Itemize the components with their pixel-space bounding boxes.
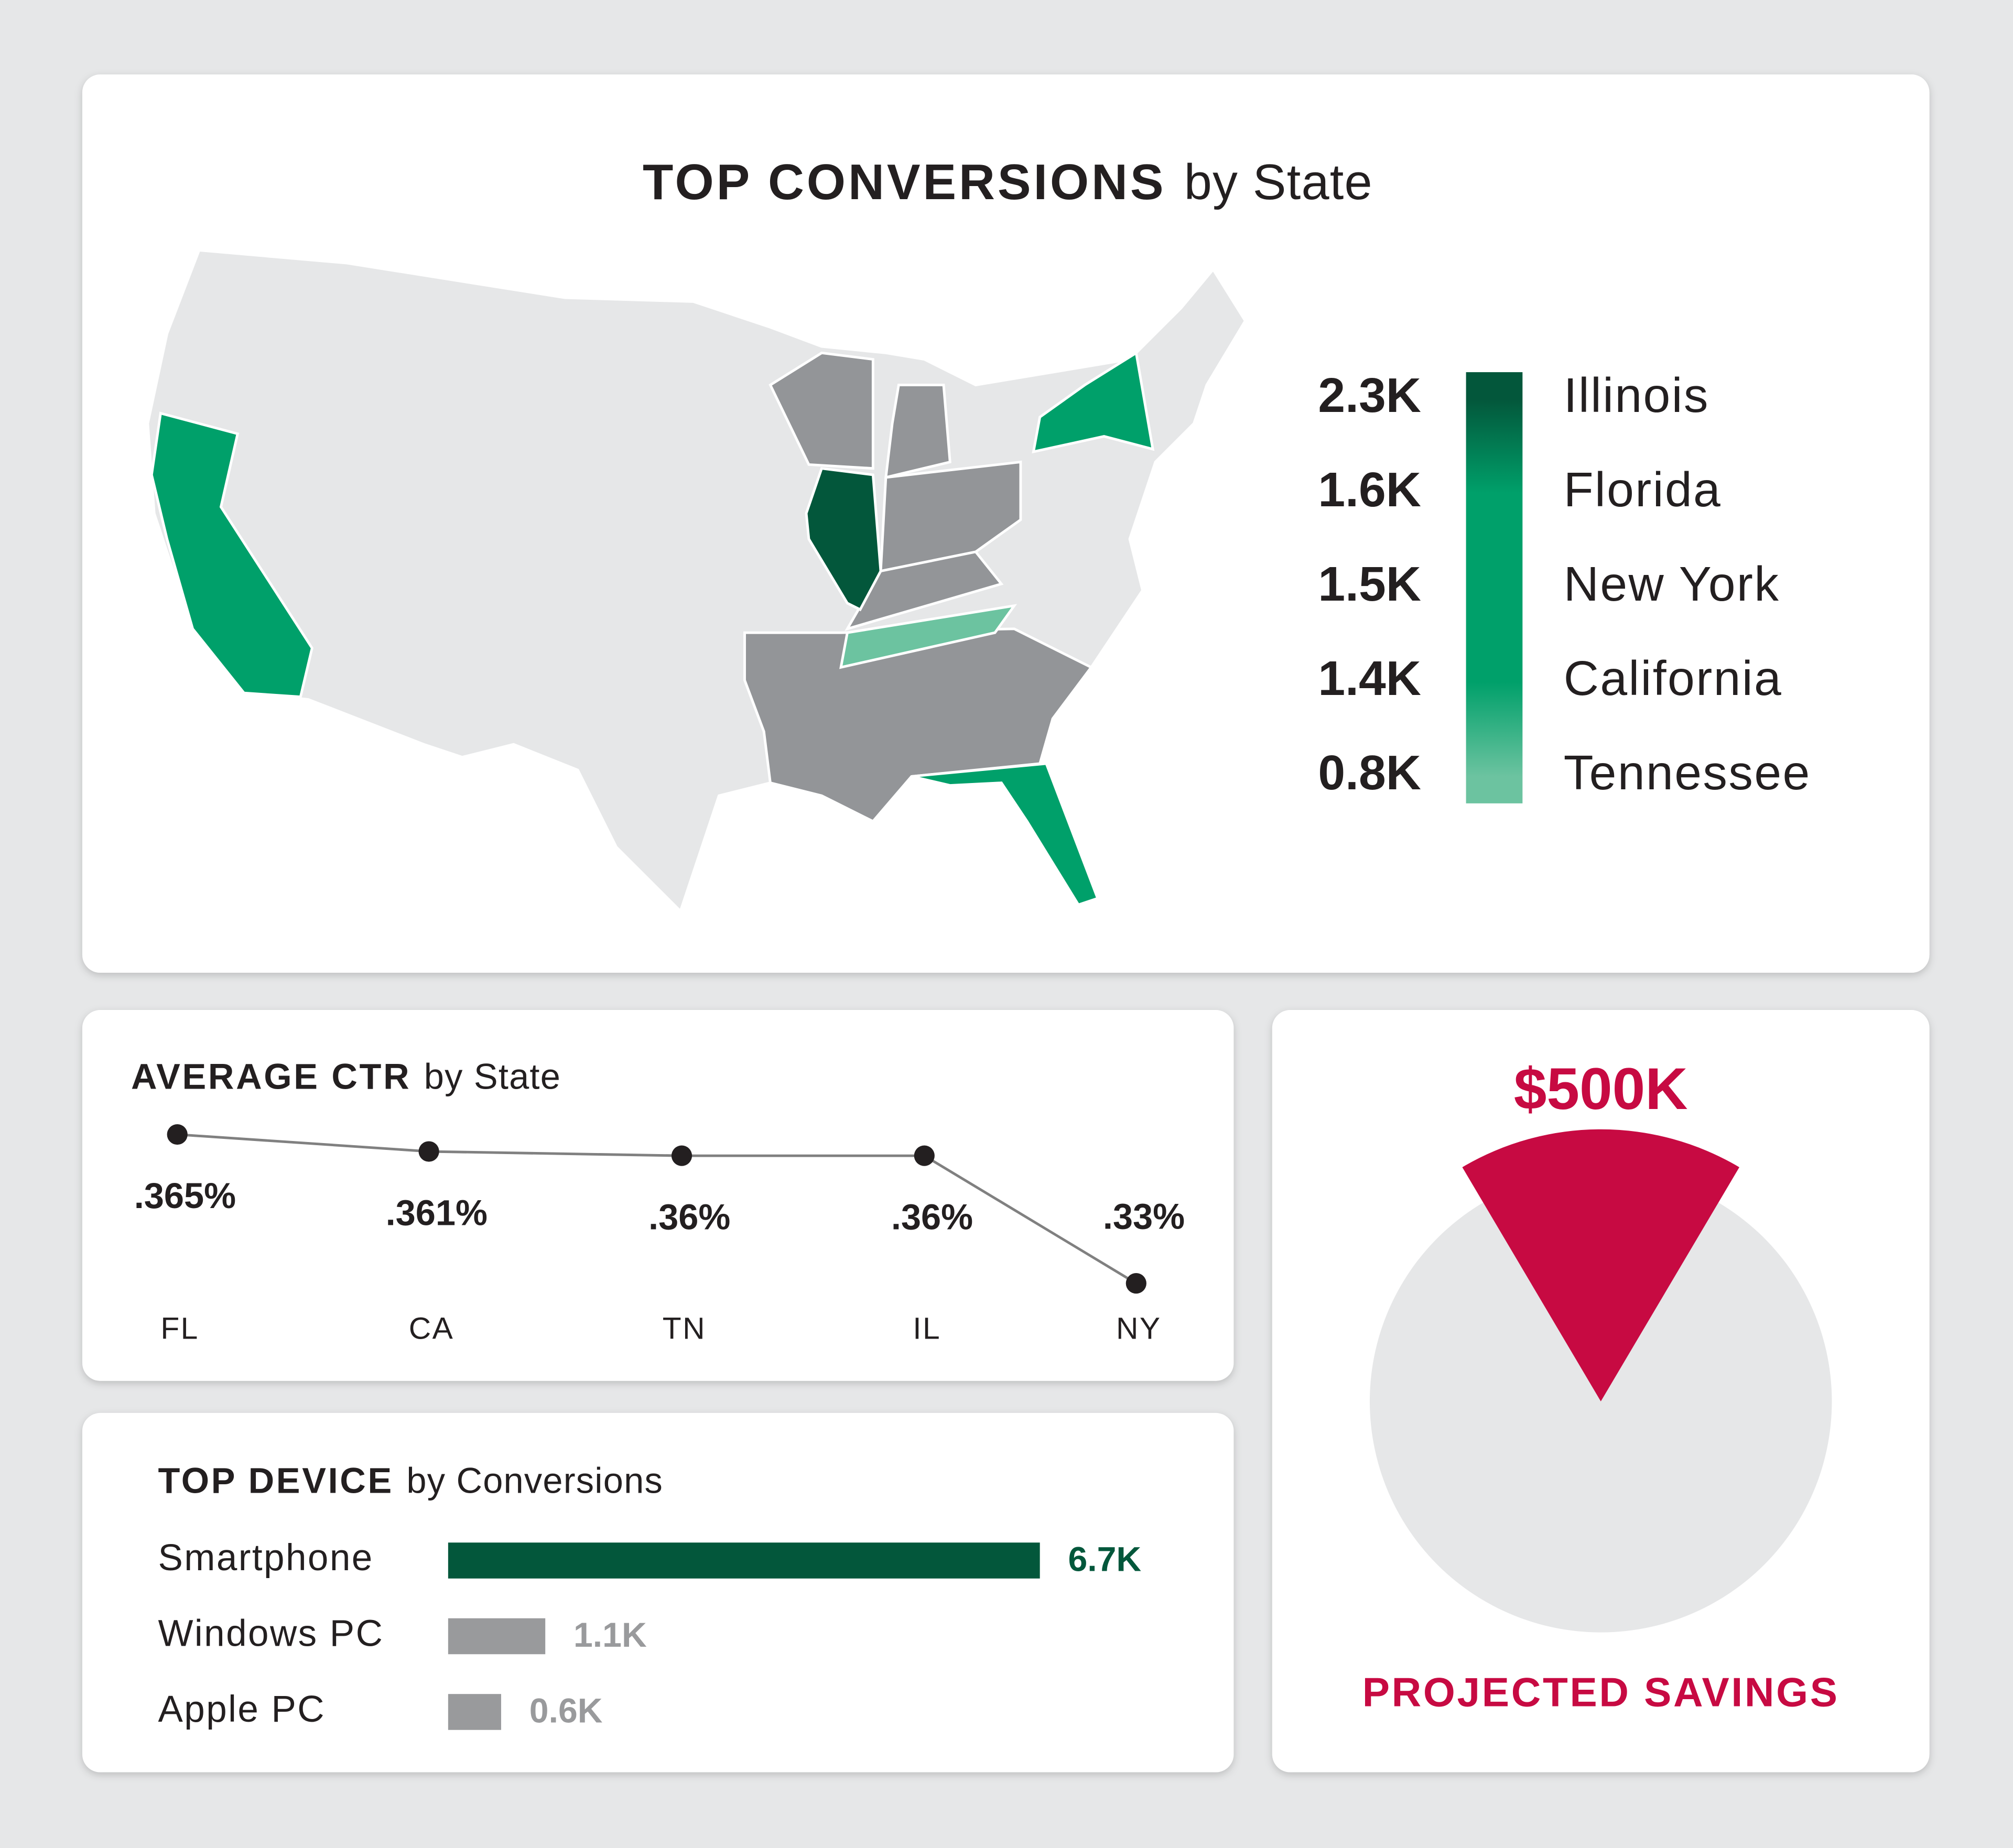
title-rest: by State <box>1184 155 1373 210</box>
legend-name: New York <box>1564 557 1780 611</box>
state <box>911 762 1100 907</box>
card <box>82 1010 1234 1381</box>
data-label: .36% <box>648 1197 730 1237</box>
state <box>839 604 1018 669</box>
bar <box>448 1618 546 1655</box>
x-tick-label: CA <box>409 1312 454 1346</box>
legend-name: California <box>1564 651 1782 705</box>
x-tick-label: NY <box>1116 1312 1162 1346</box>
state <box>884 384 951 480</box>
legend-name: Tennessee <box>1564 745 1811 800</box>
map-title: TOP CONVERSIONS by State <box>643 155 1373 210</box>
category-label: Apple PC <box>158 1689 326 1730</box>
legend-value: 2.3K <box>1318 368 1421 422</box>
legend-value: 1.5K <box>1318 557 1421 611</box>
x-tick-label: TN <box>663 1312 706 1346</box>
legend-name: Florida <box>1564 462 1722 517</box>
state <box>769 351 874 470</box>
category-label: Windows PC <box>158 1613 384 1655</box>
data-label: 6.7K <box>1068 1540 1142 1579</box>
category-label: Smartphone <box>158 1537 373 1579</box>
point <box>1125 1273 1146 1294</box>
point <box>418 1141 439 1162</box>
legend-gradient <box>1466 372 1523 803</box>
us-map-base <box>146 248 1247 914</box>
legend-name: Illinois <box>1564 368 1709 422</box>
data-label: .33% <box>1103 1196 1185 1236</box>
pie-title: $500K <box>1514 1056 1688 1122</box>
data-label: 0.6K <box>529 1691 603 1730</box>
title-bold: AVERAGE CTR <box>131 1056 411 1096</box>
legend-value: 1.6K <box>1318 462 1421 517</box>
state <box>150 411 313 699</box>
point <box>167 1124 188 1145</box>
point <box>914 1145 935 1166</box>
legend-value: 0.8K <box>1318 745 1421 800</box>
data-label: 1.1K <box>573 1616 647 1655</box>
data-label: .365% <box>134 1176 236 1216</box>
title-bold: TOP DEVICE <box>158 1461 393 1501</box>
state <box>1032 351 1155 454</box>
title-rest: by Conversions <box>406 1461 663 1501</box>
state <box>879 460 1022 573</box>
state <box>805 467 882 612</box>
x-tick-label: IL <box>913 1312 941 1346</box>
bar <box>448 1694 501 1730</box>
pie-subtitle: PROJECTED SAVINGS <box>1362 1669 1839 1715</box>
point <box>671 1145 692 1166</box>
data-label: .36% <box>891 1197 973 1237</box>
legend-value: 1.4K <box>1318 651 1421 705</box>
title-bold: TOP CONVERSIONS <box>643 155 1166 210</box>
card <box>82 1412 1234 1773</box>
bar <box>448 1542 1040 1579</box>
pie-slice <box>1369 1202 1832 1633</box>
x-tick-label: FL <box>160 1312 199 1346</box>
data-label: .361% <box>386 1193 488 1233</box>
bar-title: TOP DEVICE by Conversions <box>158 1461 663 1501</box>
pie-slice <box>1462 1129 1739 1401</box>
title-rest: by State <box>424 1056 561 1096</box>
line-title: AVERAGE CTR by State <box>131 1056 561 1096</box>
